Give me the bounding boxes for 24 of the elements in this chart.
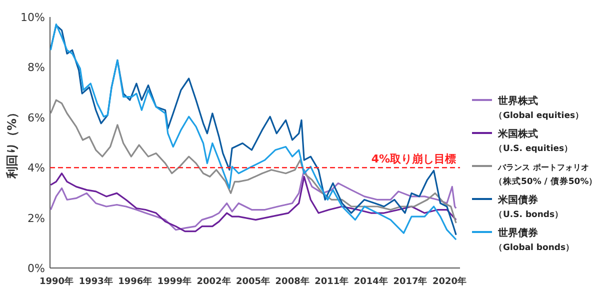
x-tick-label: 2017年 (393, 276, 428, 287)
legend-label: 世界債券（Global bonds） (494, 227, 575, 253)
y-tick-label: 10% (20, 11, 45, 24)
x-tick-label: 1996年 (118, 276, 152, 287)
legend-label: 米国債券（U.S. bonds） (494, 194, 564, 220)
y-tick-label: 0% (28, 262, 45, 275)
legend-label: バランス ポートフォリオ（株式50% / 債券50%） (494, 163, 598, 187)
y-tick-label: 4% (28, 162, 45, 175)
x-tick-label: 2002年 (196, 276, 231, 287)
x-tick-label: 2008年 (275, 276, 310, 287)
x-tick-label: 2005年 (236, 276, 270, 287)
x-tick-label: 2020年 (432, 276, 467, 287)
y-tick-label: 8% (28, 61, 45, 74)
ref-line-label: 4%取り崩し目標 (371, 152, 456, 166)
x-tick-label: 1999年 (157, 276, 192, 287)
legend-label: 世界株式（Global equities） (494, 95, 584, 121)
x-tick-label: 1990年 (40, 276, 74, 287)
y-tick-label: 6% (28, 111, 45, 124)
x-tick-label: 2011年 (314, 276, 349, 287)
legend-label: 米国株式（U.S. equities） (494, 128, 574, 154)
x-tick-label: 2014年 (354, 276, 388, 287)
y-axis-title: 利回り（%） (5, 106, 19, 180)
x-tick-label: 1993年 (78, 276, 113, 287)
y-tick-label: 2% (28, 212, 45, 225)
